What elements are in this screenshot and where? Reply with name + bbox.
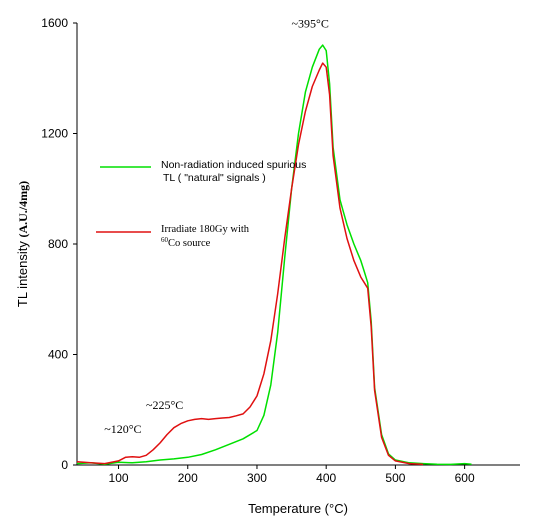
x-tick-label-200: 200 — [178, 471, 198, 485]
series-layer — [76, 44, 472, 466]
series-line-irradiated — [76, 62, 424, 466]
x-tick-label-300: 300 — [247, 471, 267, 485]
legend-entry-irradiated: Irradiate 180Gy with 60Co source — [96, 224, 250, 249]
y-tick-label-400: 400 — [48, 348, 68, 362]
y-tick-label-1200: 1200 — [41, 127, 68, 141]
legend-entry-natural: Non-radiation induced spurious TL ( "nat… — [100, 159, 306, 184]
annotation-peak-0: ~120°C — [104, 422, 141, 436]
plot-frame — [76, 23, 520, 466]
series-line-natural — [76, 44, 472, 466]
x-axis-ticks: 100 200 300 400 500 600 — [109, 465, 475, 485]
y-axis-title: TL intensity (A.U./4mg) — [15, 181, 30, 307]
legend-label-natural-line1: Non-radiation induced spurious — [161, 159, 306, 171]
y-axis-title-text: TL intensity — [15, 238, 30, 308]
peak-annotations: ~120°C ~225°C ~395°C — [104, 16, 329, 436]
y-axis-title-unit: (A.U./4mg) — [16, 181, 30, 238]
legend-label-irradiated-line1: Irradiate 180Gy with — [161, 224, 250, 235]
y-tick-label-800: 800 — [48, 237, 68, 251]
x-tick-label-600: 600 — [455, 471, 475, 485]
x-tick-label-500: 500 — [385, 471, 405, 485]
legend-label-natural-line2: TL ( "natural" signals ) — [163, 172, 266, 184]
x-tick-label-400: 400 — [316, 471, 336, 485]
legend-isotope-mass-number: 60 — [161, 236, 169, 244]
legend: Non-radiation induced spurious TL ( "nat… — [96, 159, 306, 249]
legend-isotope-label: Co source — [168, 238, 211, 249]
y-tick-label-0: 0 — [61, 458, 68, 472]
legend-label-irradiated-line2: 60Co source — [161, 236, 211, 249]
x-axis-title: Temperature (°C) — [248, 501, 348, 516]
annotation-peak-1: ~225°C — [146, 398, 183, 412]
x-tick-label-100: 100 — [109, 471, 129, 485]
y-tick-label-1600: 1600 — [41, 16, 68, 30]
y-axis-ticks: 0 400 800 1200 1600 — [41, 16, 77, 472]
annotation-peak-2: ~395°C — [292, 16, 329, 30]
